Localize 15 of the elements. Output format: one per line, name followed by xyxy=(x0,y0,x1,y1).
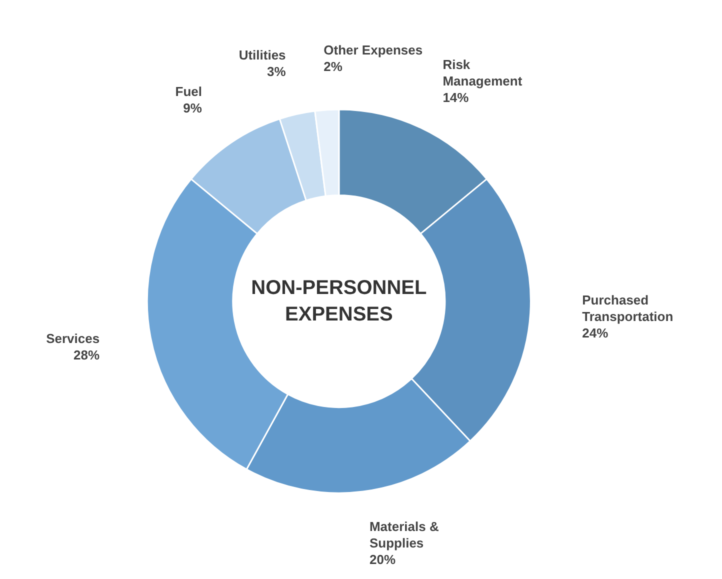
slice-label: Materials & Supplies xyxy=(369,519,439,551)
data-label: 28% xyxy=(74,348,100,363)
data-label: 9% xyxy=(183,100,202,116)
slice-label: Utilities xyxy=(238,48,286,63)
slice-label: Services xyxy=(46,331,100,346)
data-label: 14% xyxy=(442,90,470,105)
data-label: 2% xyxy=(324,58,343,74)
slice-label: Other Expenses xyxy=(324,42,423,58)
slice-label: Risk Management xyxy=(442,56,523,88)
text: NON-PERSONNEL EXPENSES xyxy=(251,277,427,326)
slice-label: Fuel xyxy=(175,84,202,99)
data-label: 3% xyxy=(266,64,286,80)
data-label: 20% xyxy=(369,552,396,568)
slice-label: Purchased Transportation xyxy=(582,292,674,324)
data-label: 24% xyxy=(582,326,609,341)
